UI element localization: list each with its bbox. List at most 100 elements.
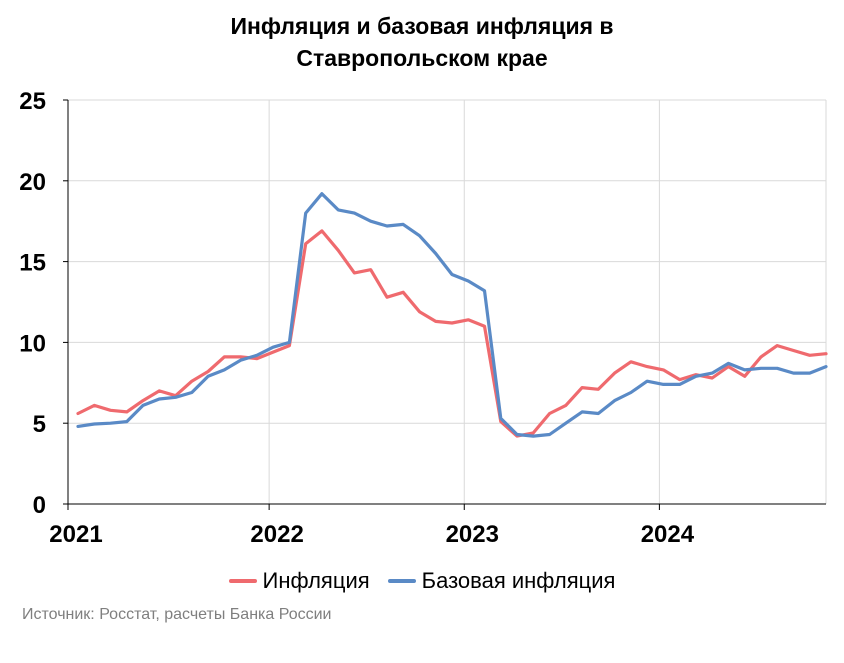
data-point-core-inflation-2023-09 [597, 412, 600, 415]
data-point-inflation-2023-11 [629, 360, 633, 363]
x-tick-label-2024: 2024 [641, 521, 695, 548]
series-line-core-inflation [76, 192, 828, 438]
x-tick-label-2023: 2023 [446, 521, 499, 548]
data-point-core-inflation-2024-11 [824, 365, 828, 368]
y-tick-label-15: 15 [19, 250, 46, 277]
data-point-core-inflation-2023-03 [499, 417, 502, 420]
data-point-inflation-2022-04 [320, 229, 324, 233]
data-point-core-inflation-2023-10 [613, 399, 616, 402]
data-point-inflation-2024-01 [662, 368, 665, 372]
data-point-core-inflation-2021-05 [141, 404, 145, 407]
data-point-inflation-2023-10 [613, 371, 616, 375]
data-point-inflation-2021-10 [223, 355, 226, 359]
data-point-inflation-2021-12 [255, 357, 259, 360]
data-point-core-inflation-2023-12 [645, 379, 649, 383]
data-point-core-inflation-2021-04 [125, 420, 128, 423]
y-tick-label-25: 25 [19, 88, 46, 115]
data-point-inflation-2023-07 [564, 404, 568, 407]
data-point-inflation-2021-09 [206, 370, 210, 373]
data-point-core-inflation-2021-06 [158, 397, 161, 401]
tick-label-layer: 0 5 10 15 20 25 2021 2022 2023 2024 [19, 88, 694, 548]
data-point-core-inflation-2023-05 [532, 434, 535, 438]
data-point-core-inflation-2024-05 [727, 362, 730, 365]
data-point-inflation-2022-05 [336, 249, 340, 252]
data-point-inflation-2021-06 [158, 389, 161, 393]
data-point-core-inflation-2022-12 [450, 273, 454, 276]
legend-label-core-inflation: Базовая инфляция [421, 568, 616, 593]
data-point-core-inflation-2024-10 [808, 371, 811, 375]
data-point-inflation-2022-01 [271, 350, 275, 354]
data-point-inflation-2022-03 [304, 242, 307, 246]
data-point-core-inflation-2022-11 [434, 252, 437, 255]
data-point-inflation-2021-08 [190, 379, 194, 383]
y-tick-label-20: 20 [19, 169, 46, 196]
data-point-inflation-2021-02 [93, 404, 96, 407]
data-point-core-inflation-2023-02 [483, 289, 486, 292]
data-point-core-inflation-2022-10 [418, 234, 421, 237]
data-point-inflation-2022-07 [369, 268, 372, 271]
data-point-inflation-2024-04 [710, 376, 714, 380]
data-point-core-inflation-2024-09 [792, 371, 795, 375]
data-point-core-inflation-2021-09 [206, 375, 210, 378]
data-point-inflation-2021-01 [76, 412, 80, 415]
data-point-inflation-2021-05 [141, 399, 145, 402]
data-point-inflation-2021-03 [109, 409, 112, 412]
data-point-inflation-2024-07 [759, 355, 763, 359]
data-point-core-inflation-2021-11 [239, 358, 242, 362]
data-point-inflation-2023-05 [532, 431, 535, 435]
data-point-inflation-2023-12 [645, 365, 649, 368]
data-point-core-inflation-2024-02 [678, 383, 681, 386]
data-point-core-inflation-2023-01 [467, 279, 470, 283]
data-point-core-inflation-2024-01 [662, 383, 665, 386]
source-note: Источник: Росстат, расчеты Банка России [22, 606, 332, 623]
chart-title-line-1: Инфляция и базовая инфляция в [230, 13, 614, 39]
data-point-inflation-2024-11 [824, 352, 828, 355]
data-point-inflation-2021-04 [125, 410, 128, 414]
data-point-core-inflation-2022-04 [320, 192, 324, 195]
data-point-core-inflation-2023-08 [580, 410, 584, 414]
data-point-inflation-2022-12 [450, 321, 454, 325]
legend-swatch-core-inflation [387, 579, 416, 583]
data-point-core-inflation-2021-08 [190, 391, 194, 394]
x-tick-label-2022: 2022 [250, 521, 303, 548]
series-layer [76, 192, 828, 438]
data-point-inflation-2022-02 [288, 344, 291, 347]
data-point-core-inflation-2023-04 [515, 433, 519, 436]
data-point-core-inflation-2022-07 [369, 220, 372, 223]
data-point-core-inflation-2021-03 [109, 422, 112, 425]
data-point-inflation-2022-11 [434, 320, 437, 323]
data-point-inflation-2024-02 [678, 378, 681, 381]
x-tick-label-2021: 2021 [49, 521, 102, 548]
data-point-core-inflation-2021-10 [223, 368, 226, 372]
data-point-core-inflation-2021-02 [93, 422, 96, 426]
y-tick-label-0: 0 [33, 492, 46, 519]
data-point-inflation-2022-09 [402, 291, 405, 294]
data-point-inflation-2023-09 [597, 388, 600, 391]
data-point-inflation-2024-10 [808, 354, 811, 357]
data-point-inflation-2022-08 [385, 295, 389, 299]
legend-item-core-inflation: Базовая инфляция [387, 568, 616, 594]
data-point-inflation-2024-06 [743, 375, 746, 378]
data-point-core-inflation-2022-01 [271, 346, 275, 349]
data-point-core-inflation-2024-08 [776, 367, 779, 370]
legend-swatch-inflation [228, 579, 257, 583]
data-point-core-inflation-2024-06 [743, 368, 746, 372]
axis-layer [63, 99, 826, 510]
data-point-core-inflation-2022-08 [385, 224, 389, 228]
data-point-inflation-2024-09 [792, 349, 795, 352]
y-tick-label-5: 5 [33, 411, 46, 438]
legend-label-inflation: Инфляция [262, 568, 370, 593]
data-point-core-inflation-2024-04 [710, 371, 714, 375]
data-point-core-inflation-2024-03 [694, 375, 698, 378]
y-tick-label-10: 10 [19, 330, 46, 357]
data-point-inflation-2024-08 [776, 344, 779, 347]
chart-title-line-2: Ставропольском крае [296, 45, 548, 71]
data-point-core-inflation-2022-05 [336, 208, 340, 212]
data-point-inflation-2022-10 [418, 310, 421, 313]
chart-title: Инфляция и базовая инфляция в Ставрополь… [0, 10, 844, 74]
data-point-inflation-2023-02 [483, 325, 486, 328]
data-point-core-inflation-2022-06 [353, 211, 356, 215]
data-point-core-inflation-2023-07 [564, 422, 568, 425]
data-point-core-inflation-2023-06 [548, 433, 551, 436]
